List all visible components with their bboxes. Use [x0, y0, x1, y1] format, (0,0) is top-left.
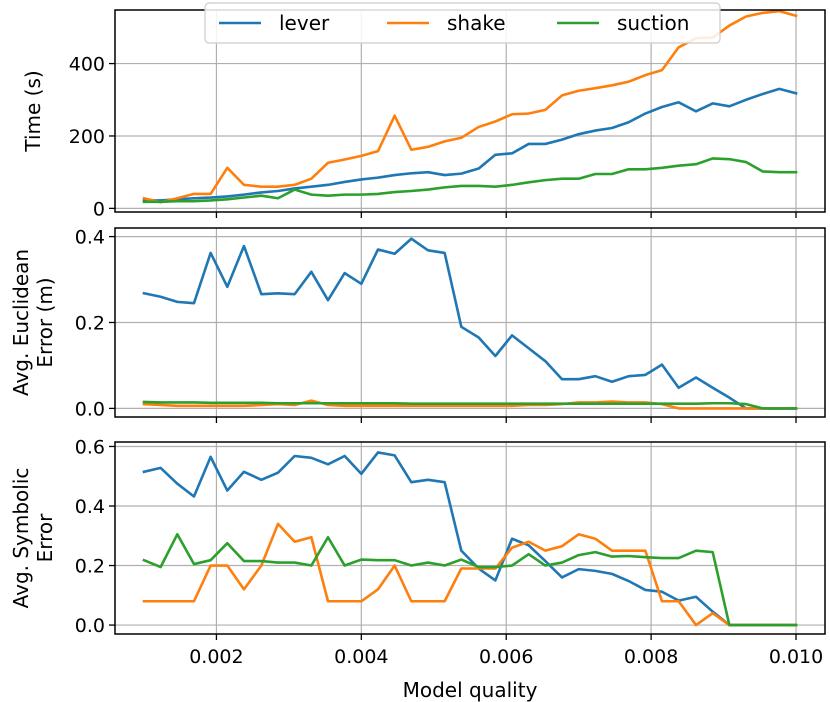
x-tick-label: 0.010 — [769, 646, 823, 668]
y-axis-label: Time (s) — [21, 70, 45, 152]
legend-frame — [204, 2, 721, 44]
x-tick-label: 0.002 — [189, 646, 243, 668]
legend-label-suction: suction — [617, 11, 689, 35]
x-axis-label: Model quality — [403, 678, 538, 702]
series-line-lever — [142, 237, 798, 410]
y-axis-label: Avg. SymbolicError — [9, 468, 57, 609]
series-line-lever — [142, 87, 798, 202]
subplot-3: 0.0 0.2 0.4 0.6 0.002 0.004 0.006 0.008 0.010 Avg… — [9, 436, 826, 668]
series-line-lever — [142, 451, 798, 627]
y-tick-label: 0.4 — [75, 227, 105, 249]
series-line-suction — [142, 157, 798, 204]
y-tick-label: 0.2 — [75, 556, 105, 578]
y-tick-label: 0.2 — [75, 313, 105, 335]
y-axis-label: Avg. EuclideanError (m) — [9, 249, 57, 396]
series-line-shake — [142, 399, 798, 410]
y-tick-label: 400 — [69, 54, 105, 76]
x-tick-label: 0.004 — [334, 646, 388, 668]
y-tick-label: 0.0 — [75, 615, 105, 637]
legend-label-lever: lever — [279, 11, 330, 35]
panels: 0 200 400 Time (s) 0.0 0.2 0.4 Avg. EuclideanEr… — [9, 9, 826, 668]
legend-label-shake: shake — [447, 11, 506, 35]
y-tick-label: 0.0 — [75, 398, 105, 420]
x-tick-label: 0.008 — [624, 646, 678, 668]
x-tick-label: 0.006 — [479, 646, 533, 668]
series-line-shake — [142, 522, 798, 627]
y-tick-label: 0 — [93, 198, 105, 220]
series-line-suction — [142, 532, 798, 627]
y-tick-label: 200 — [69, 126, 105, 148]
y-tick-label: 0.4 — [75, 496, 105, 518]
y-tick-label: 0.6 — [75, 436, 105, 458]
subplot-2: 0.0 0.2 0.4 Avg. EuclideanError (m) — [9, 227, 826, 423]
series-line-suction — [142, 400, 798, 410]
plot-frame — [114, 441, 826, 635]
legend: lever shake suction — [204, 2, 721, 44]
